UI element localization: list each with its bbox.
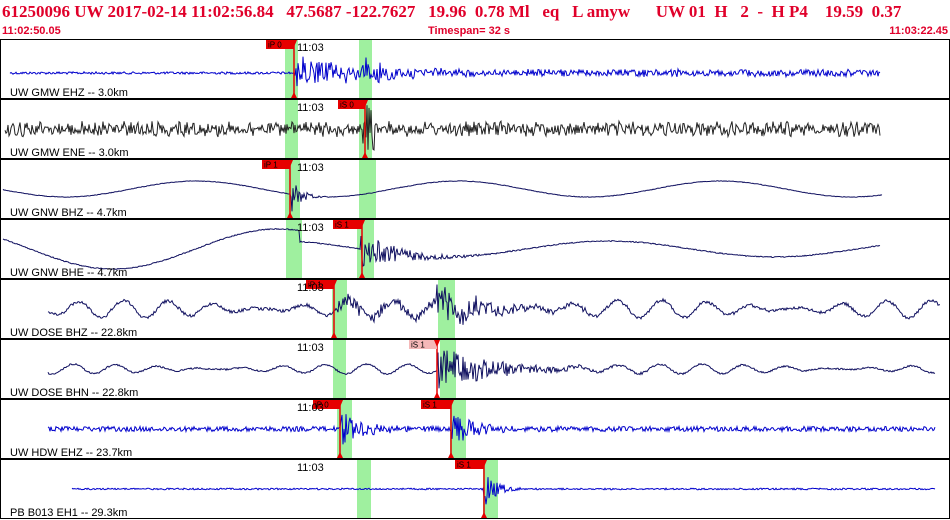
channel-label: UW DOSE BHZ -- 22.8km	[10, 327, 137, 339]
pick-arrow-down-icon	[291, 40, 297, 47]
seismogram-panel[interactable]: iP 0 iS 0 iP 1 iS 1 iP 1 iS 1 iP 0 iS 1 iS 1 11:…	[0, 39, 950, 520]
phase-window	[285, 100, 298, 158]
waveform-line	[2, 180, 883, 212]
trace-border	[0, 39, 950, 99]
pick-tag	[306, 280, 334, 289]
pick-tag	[313, 400, 340, 409]
pick-label: iP 0	[315, 401, 329, 410]
minute-tick-label: 11:03	[297, 222, 324, 234]
pick-label: iP 1	[308, 281, 322, 290]
trace-border	[0, 159, 950, 219]
time-range-bar: 11:02:50.05 Timespan= 32 s 11:03:22.45	[0, 24, 950, 39]
pick-arrow-up-icon	[481, 512, 487, 518]
pick-arrow-down-icon	[359, 220, 365, 227]
event-header: 61250096 UW 2017-02-14 11:02:56.84 47.56…	[0, 0, 950, 40]
pick-label: iP 0	[268, 41, 282, 50]
pick-arrow-up-icon	[287, 212, 293, 218]
pick-tag	[455, 460, 484, 469]
trace-border	[0, 219, 950, 279]
pick-label: iP 1	[264, 161, 278, 170]
pick-tag	[266, 40, 294, 49]
phase-pick-marker[interactable]: iP 0	[313, 400, 343, 458]
waveform-line	[47, 414, 936, 445]
minute-tick-label: 11:03	[297, 402, 324, 414]
trace-row[interactable]	[0, 159, 950, 219]
pick-arrow-down-icon	[434, 340, 440, 347]
pick-arrow-up-icon	[359, 272, 365, 278]
phase-pick-marker[interactable]: iS 1	[333, 220, 365, 278]
pick-label: iS 1	[423, 401, 437, 410]
phase-pick-marker[interactable]: iP 1	[262, 160, 293, 218]
pick-label: iS 1	[411, 341, 425, 350]
phase-pick-marker[interactable]: iS 0	[338, 100, 368, 158]
minute-tick-label: 11:03	[297, 42, 324, 54]
waveform-line	[4, 105, 881, 151]
channel-label: UW GNW BHZ -- 4.7km	[10, 207, 127, 219]
minute-tick-label: 11:03	[297, 102, 324, 114]
pick-arrow-up-icon	[448, 452, 454, 458]
pick-tag	[262, 160, 290, 169]
waveform-line	[9, 56, 881, 87]
pick-arrow-down-icon	[362, 100, 368, 107]
pick-arrow-down-icon	[481, 460, 487, 467]
phase-pick-marker[interactable]: iP 1	[306, 280, 337, 338]
channel-label: UW GNW BHE -- 4.7km	[10, 267, 127, 279]
phase-pick-marker[interactable]: iS 1	[455, 460, 487, 518]
channel-label: UW GMW EHZ -- 3.0km	[10, 87, 128, 99]
pick-arrow-up-icon	[362, 152, 368, 158]
channel-label: UW GMW ENE -- 3.0km	[10, 147, 129, 159]
pick-arrow-down-icon	[337, 400, 343, 407]
phase-window	[359, 160, 376, 218]
pick-label: iS 1	[457, 461, 471, 470]
phase-window	[286, 220, 302, 278]
pick-arrow-down-icon	[448, 400, 454, 407]
waveform-line	[2, 227, 881, 270]
minute-tick-label: 11:03	[297, 462, 324, 474]
start-time-label: 11:02:50.05	[2, 25, 61, 37]
minute-tick-label: 11:03	[297, 282, 324, 294]
phase-pick-marker[interactable]: iP 0	[266, 40, 297, 98]
phase-pick-marker[interactable]: iS 1	[421, 400, 454, 458]
channel-label: UW HDW EHZ -- 23.7km	[10, 447, 132, 459]
phase-pick-marker[interactable]: iS 1	[409, 340, 440, 398]
channel-label: UW DOSE BHN -- 22.8km	[10, 387, 138, 399]
waveform-line	[47, 284, 940, 325]
pick-tag	[409, 340, 437, 349]
pick-tag	[333, 220, 362, 229]
pick-arrow-down-icon	[331, 280, 337, 287]
pick-label: iS 0	[340, 101, 354, 110]
waveform-line	[47, 350, 936, 389]
pick-tag	[421, 400, 451, 409]
trace-row[interactable]	[0, 39, 950, 99]
channel-label: PB B013 EH1 -- 29.3km	[10, 507, 127, 519]
phase-window	[333, 340, 346, 398]
end-time-label: 11:03:22.45	[889, 25, 948, 37]
pick-arrow-down-icon	[287, 160, 293, 167]
pick-arrow-up-icon	[337, 452, 343, 458]
event-summary-title: 61250096 UW 2017-02-14 11:02:56.84 47.56…	[2, 2, 902, 21]
trace-row[interactable]	[0, 219, 950, 279]
phase-window	[450, 400, 466, 458]
pick-arrow-up-icon	[331, 332, 337, 338]
minute-tick-label: 11:03	[297, 342, 324, 354]
pick-label: iS 1	[335, 221, 349, 230]
minute-tick-label: 11:03	[297, 162, 324, 174]
pick-tag	[338, 100, 365, 109]
pick-arrow-up-icon	[291, 92, 297, 98]
pick-arrow-up-icon	[434, 392, 440, 398]
waveform-line	[71, 477, 936, 505]
timespan-label: Timespan= 32 s	[428, 25, 511, 37]
phase-window	[332, 280, 347, 338]
